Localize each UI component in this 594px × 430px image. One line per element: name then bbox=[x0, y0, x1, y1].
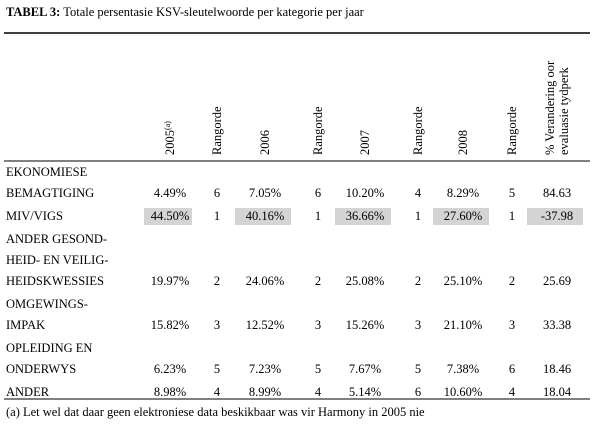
cell-value: 19.97% bbox=[151, 274, 190, 288]
column-header-text: evaluasie tydperk bbox=[557, 66, 571, 155]
cell-value: 6.23% bbox=[154, 362, 186, 376]
cell-value: 33.38 bbox=[543, 318, 571, 332]
row-label: ANDER bbox=[6, 385, 50, 399]
cell-value: 44.50% bbox=[151, 209, 190, 223]
cell-value: 7.23% bbox=[249, 362, 281, 376]
title-text: Totale persentasie KSV-sleutelwoorde per… bbox=[63, 5, 364, 19]
column-header-text: 2006 bbox=[258, 130, 272, 155]
cell-value: 2 bbox=[415, 274, 421, 288]
column-header-text: Rangorde bbox=[411, 106, 425, 155]
cell-value: 84.63 bbox=[543, 186, 571, 200]
cell-value: 5 bbox=[214, 362, 220, 376]
cell-value: 4 bbox=[315, 385, 322, 399]
title-label: TABEL 3: bbox=[6, 5, 60, 19]
cell-value: 3 bbox=[509, 318, 515, 332]
cell-value: 24.06% bbox=[246, 274, 285, 288]
cell-value: 2 bbox=[509, 274, 515, 288]
row-label: OMGEWINGS- bbox=[6, 297, 88, 311]
column-header-text: 2007 bbox=[358, 130, 372, 155]
cell-value: 5 bbox=[509, 186, 515, 200]
cell-value: 5 bbox=[315, 362, 321, 376]
cell-value: 6 bbox=[509, 362, 515, 376]
column-header: 2005(a) bbox=[163, 121, 177, 155]
cell-value: 1 bbox=[509, 209, 515, 223]
cell-value: 6 bbox=[315, 186, 321, 200]
row-label: HEID- EN VEILIG- bbox=[6, 253, 109, 267]
highlight-cell bbox=[335, 208, 391, 225]
cell-value: 27.60% bbox=[444, 209, 483, 223]
cell-value: 15.82% bbox=[151, 318, 190, 332]
cell-value: 1 bbox=[415, 209, 421, 223]
cell-value: 25.08% bbox=[346, 274, 385, 288]
cell-value: 12.52% bbox=[246, 318, 285, 332]
cell-value: 8.98% bbox=[154, 385, 186, 399]
cell-value: 8.99% bbox=[249, 385, 281, 399]
column-header: 2007 bbox=[358, 130, 372, 155]
column-header: evaluasie tydperk bbox=[557, 66, 571, 155]
cell-value: 10.20% bbox=[346, 186, 385, 200]
cell-value: 7.05% bbox=[249, 186, 281, 200]
cell-value: 8.29% bbox=[447, 186, 479, 200]
cell-value: -37.98 bbox=[541, 209, 573, 223]
cell-value: 3 bbox=[415, 318, 421, 332]
column-header: Rangorde bbox=[505, 106, 519, 155]
highlight-cell bbox=[527, 208, 583, 225]
cell-value: 7.67% bbox=[349, 362, 381, 376]
highlight-cell bbox=[235, 208, 291, 225]
row-label: ANDER GESOND- bbox=[6, 232, 107, 246]
table-title: TABEL 3: Totale persentasie KSV-sleutelw… bbox=[6, 5, 365, 19]
cell-value: 5.14% bbox=[349, 385, 381, 399]
cell-value: 4.49% bbox=[154, 186, 186, 200]
highlight-cell bbox=[433, 208, 489, 225]
cell-value: 3 bbox=[214, 318, 220, 332]
cell-value: 3 bbox=[315, 318, 321, 332]
cell-value: 10.60% bbox=[444, 385, 483, 399]
cell-value: 2 bbox=[315, 274, 321, 288]
cell-value: 25.10% bbox=[444, 274, 483, 288]
row-label: BEMAGTIGING bbox=[6, 186, 94, 200]
cell-value: 1 bbox=[315, 209, 321, 223]
column-header-note: (a) bbox=[163, 121, 172, 130]
column-header-text: % Verandering oor bbox=[543, 60, 557, 155]
highlight-cell bbox=[144, 208, 192, 225]
column-header-text: 2008 bbox=[456, 130, 470, 155]
column-header: Rangorde bbox=[411, 106, 425, 155]
cell-value: 18.46 bbox=[543, 362, 571, 376]
cell-value: 4 bbox=[509, 385, 516, 399]
row-label: HEIDSKWESSIES bbox=[6, 274, 104, 288]
column-header-text: Rangorde bbox=[505, 106, 519, 155]
column-header-text: Rangorde bbox=[311, 106, 325, 155]
cell-value: 40.16% bbox=[246, 209, 285, 223]
row-label: IMPAK bbox=[6, 318, 45, 332]
row-label: OPLEIDING EN bbox=[6, 341, 92, 355]
cell-value: 4 bbox=[214, 385, 221, 399]
cell-value: 6 bbox=[415, 385, 421, 399]
column-header-text: 2005 bbox=[163, 130, 177, 155]
cell-value: 4 bbox=[415, 186, 422, 200]
column-header: 2006 bbox=[258, 130, 272, 155]
cell-value: 21.10% bbox=[444, 318, 483, 332]
column-header: % Verandering oor bbox=[543, 60, 557, 155]
column-header: Rangorde bbox=[311, 106, 325, 155]
row-label: MIV/VIGS bbox=[6, 209, 63, 223]
column-header: 2008 bbox=[456, 130, 470, 155]
row-label: ONDERWYS bbox=[6, 362, 76, 376]
cell-value: 6 bbox=[214, 186, 220, 200]
cell-value: 25.69 bbox=[543, 274, 571, 288]
cell-value: 5 bbox=[415, 362, 421, 376]
cell-value: 7.38% bbox=[447, 362, 479, 376]
footnote: (a) Let wel dat daar geen elektroniese d… bbox=[6, 405, 425, 419]
cell-value: 36.66% bbox=[346, 209, 385, 223]
row-label: EKONOMIESE bbox=[6, 165, 88, 179]
column-header: Rangorde bbox=[210, 106, 224, 155]
cell-value: 2 bbox=[214, 274, 220, 288]
column-header-text: Rangorde bbox=[210, 106, 224, 155]
cell-value: 15.26% bbox=[346, 318, 385, 332]
cell-value: 18.04 bbox=[543, 385, 572, 399]
cell-value: 1 bbox=[214, 209, 220, 223]
